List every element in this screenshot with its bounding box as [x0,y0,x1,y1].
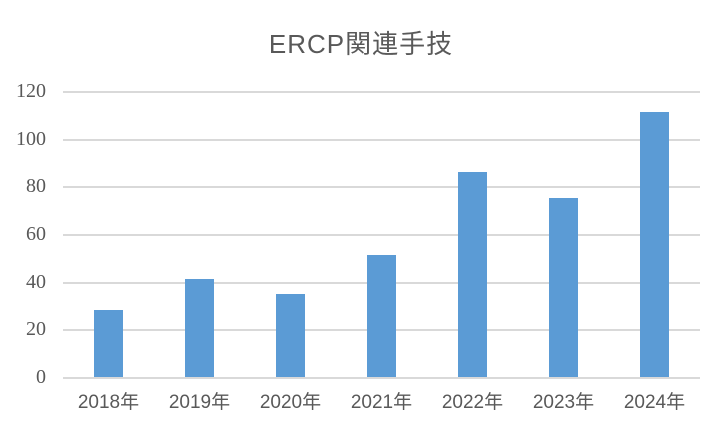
x-tick-label: 2023年 [532,392,595,413]
gridline [63,138,700,141]
gridline [63,186,700,189]
x-tick-label: 2019年 [168,392,231,413]
x-tick-label: 2022年 [441,392,504,413]
bar-2023[interactable] [549,198,578,377]
x-axis: 2018年 2019年 2020年 2021年 2022年 2023年 2024年 [63,388,700,418]
y-tick-label: 40 [26,270,46,293]
gridline [63,234,700,236]
x-tick-label: 2024年 [623,392,686,413]
bar-2018[interactable] [94,310,123,377]
chart-title: ERCP関連手技 [268,29,454,59]
y-tick-label: 0 [36,366,46,388]
bar-2021[interactable] [367,255,396,377]
gridline [63,91,700,93]
y-tick-label: 100 [16,127,46,150]
bar-2020[interactable] [276,293,305,377]
bar-2019[interactable] [185,279,214,377]
x-tick-label: 2021年 [350,392,413,413]
y-tick-label: 60 [26,223,46,245]
x-tick-label: 2018年 [77,392,140,413]
bar-2024[interactable] [640,112,669,377]
y-tick-label: 120 [16,80,46,102]
y-tick-label: 80 [26,175,46,198]
bar-2022[interactable] [458,172,487,377]
y-tick-label: 20 [26,318,46,341]
x-axis-line [63,377,700,379]
y-axis: 0 20 40 60 80 100 120 [0,0,46,435]
plot-area [63,91,700,379]
x-tick-label: 2020年 [259,392,322,413]
